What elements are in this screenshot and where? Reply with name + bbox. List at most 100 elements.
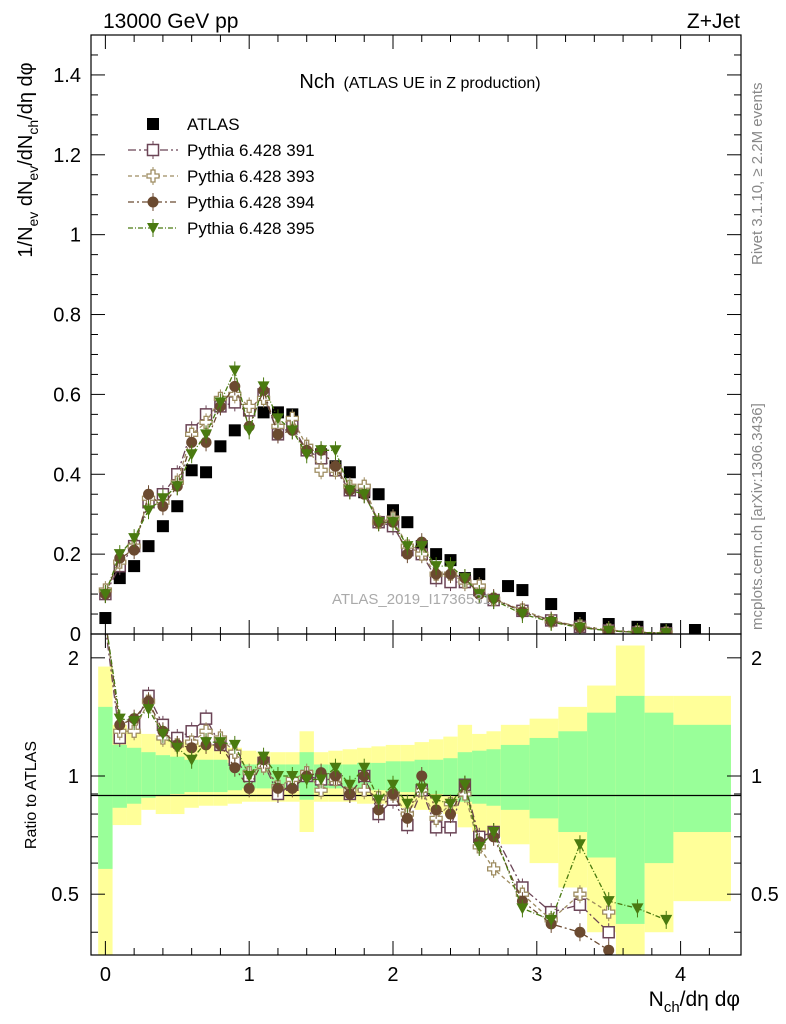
legend-marker: [147, 196, 159, 208]
data-point: [358, 489, 371, 501]
ratio-point: [430, 804, 442, 816]
ratio-point: [286, 782, 298, 794]
data-point: [99, 589, 112, 601]
ratio-series-pythia-6-428-395: [106, 634, 673, 929]
data-point: [631, 627, 644, 634]
legend-marker: [147, 118, 159, 130]
ratio-point: [415, 783, 428, 795]
ratio-y-tick-label-right: 2: [751, 648, 762, 670]
data-point: [142, 540, 155, 553]
data-point: [199, 415, 213, 430]
data-point: [228, 424, 241, 437]
data-point: [573, 622, 586, 634]
ratio-y-tick-label: 2: [68, 648, 79, 670]
y-tick-label: 0.2: [53, 544, 81, 566]
ratio-point: [142, 704, 155, 716]
chart-subtitle: (ATLAS UE in Z production): [343, 75, 540, 92]
watermark: ATLAS_2019_I1736531: [332, 591, 491, 608]
ratio-point: [660, 914, 673, 926]
ratio-y-tick-label: 1: [68, 766, 79, 788]
ratio-point: [257, 751, 270, 763]
data-point: [516, 609, 529, 621]
data-point: [229, 380, 241, 392]
data-point: [660, 628, 673, 634]
y-tick-label: 0.8: [53, 305, 81, 327]
ratio-point: [128, 716, 141, 728]
data-point: [272, 428, 284, 440]
ratio-point: [445, 808, 457, 820]
x-tick-label: 3: [531, 964, 542, 986]
ratio-line: [106, 634, 667, 921]
ratio-point: [127, 724, 141, 738]
inner-band-bin: [529, 737, 559, 819]
data-point: [372, 517, 385, 529]
inner-band-bin: [98, 706, 113, 869]
data-point: [200, 466, 213, 479]
legend-marker: [146, 143, 160, 157]
data-point: [516, 584, 529, 597]
legend-label: Pythia 6.428 394: [187, 193, 315, 212]
ratio-point: [243, 771, 256, 783]
ratio-point: [372, 794, 385, 806]
data-point: [128, 544, 140, 556]
ratio-point: [444, 798, 457, 810]
ratio-point: [186, 742, 198, 754]
series-line: [104, 393, 667, 634]
x-tick-label: 1: [244, 964, 255, 986]
data-point: [257, 406, 270, 419]
data-point: [128, 560, 141, 573]
series-line: [104, 368, 667, 634]
data-point: [314, 463, 328, 477]
data-point: [171, 500, 184, 513]
legend-item-pythia-6-428-394: Pythia 6.428 394: [128, 193, 315, 212]
ratio-line: [105, 634, 610, 933]
ratio-point: [416, 770, 428, 782]
inner-band-bin: [558, 731, 588, 833]
ratio-point: [401, 798, 414, 810]
header-left: 13000 GeV pp: [103, 10, 238, 33]
main-axis-ticks: 0 0.2 0.4 0.6 0.8 1 1.2 1.4: [53, 34, 741, 646]
x-tick-label: 0: [100, 964, 111, 986]
chart-title: Nch (ATLAS UE in Z production): [299, 71, 540, 93]
ratio-point: [228, 739, 241, 751]
data-point: [602, 625, 615, 634]
ratio-point: [473, 841, 486, 853]
series-line: [104, 385, 667, 634]
ratio-point: [286, 771, 299, 783]
data-point: [214, 397, 227, 409]
inner-band-bin: [400, 761, 415, 793]
data-point: [271, 413, 284, 425]
ratio-point: [387, 788, 399, 800]
data-point: [372, 488, 385, 501]
ratio-point: [487, 827, 500, 839]
ratio-point: [343, 779, 356, 791]
main-series-layer: [98, 361, 701, 634]
ratio-point: [573, 839, 586, 851]
legend-marker: [146, 169, 160, 183]
main-plot-area: [90, 34, 742, 635]
data-point: [458, 573, 471, 585]
inner-band-bin: [126, 747, 142, 804]
chart-title-main: Nch: [299, 71, 335, 93]
y-tick-label: 0.4: [53, 464, 81, 486]
ratio-point: [200, 737, 213, 749]
ratio-point: [373, 804, 385, 816]
ratio-point: [430, 794, 443, 806]
legend-item-pythia-6-428-395: Pythia 6.428 395: [128, 219, 315, 238]
data-point: [430, 561, 443, 573]
data-point: [401, 516, 414, 529]
ratio-point: [214, 737, 227, 749]
ratio-point: [386, 779, 399, 791]
inner-band-bin: [486, 749, 501, 806]
data-point: [315, 445, 328, 457]
inner-band-bin: [587, 712, 616, 858]
ratio-point: [185, 754, 198, 766]
data-point: [214, 440, 227, 453]
ratio-point: [545, 914, 558, 926]
ratio-y-axis-label: Ratio to ATLAS: [23, 741, 40, 849]
ratio-point: [156, 728, 169, 740]
ratio-y-tick-label: 0.5: [51, 884, 79, 906]
ratio-point: [444, 821, 457, 834]
data-point: [243, 425, 256, 437]
data-point: [286, 425, 299, 437]
